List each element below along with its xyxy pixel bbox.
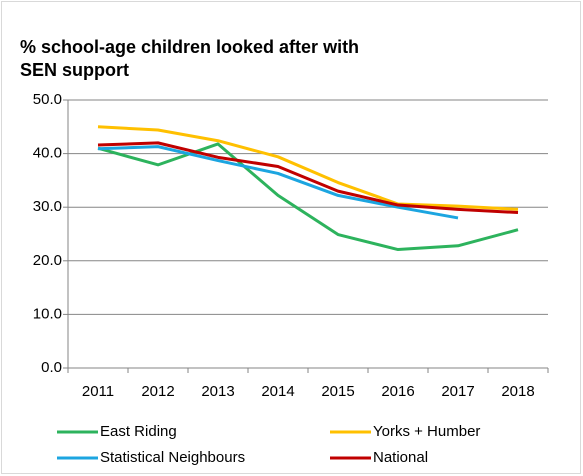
x-tick-label: 2016 <box>381 383 414 400</box>
legend-label: East Riding <box>100 423 177 440</box>
y-tick-label: 10.0 <box>33 305 62 322</box>
legend-label: Statistical Neighbours <box>100 449 245 466</box>
legend-label: Yorks + Humber <box>373 423 480 440</box>
y-tick-label: 20.0 <box>33 252 62 269</box>
x-tick-label: 2017 <box>441 383 474 400</box>
data-line <box>97 145 459 220</box>
x-tick-label: 2014 <box>261 383 294 400</box>
data-line <box>97 141 519 215</box>
y-tick-label: 50.0 <box>33 91 62 108</box>
chart-title: % school-age children looked after with … <box>20 37 360 80</box>
data-line <box>97 142 519 252</box>
x-tick-label: 2013 <box>201 383 234 400</box>
x-tick-label: 2018 <box>501 383 534 400</box>
y-tick-label: 40.0 <box>33 145 62 162</box>
data-line <box>97 125 519 211</box>
y-tick-label: 30.0 <box>33 198 62 215</box>
y-tick-label: 0.0 <box>41 359 62 376</box>
legend-label: National <box>373 449 428 466</box>
x-tick-label: 2012 <box>141 383 174 400</box>
x-tick-label: 2015 <box>321 383 354 400</box>
x-tick-label: 2011 <box>82 383 114 400</box>
